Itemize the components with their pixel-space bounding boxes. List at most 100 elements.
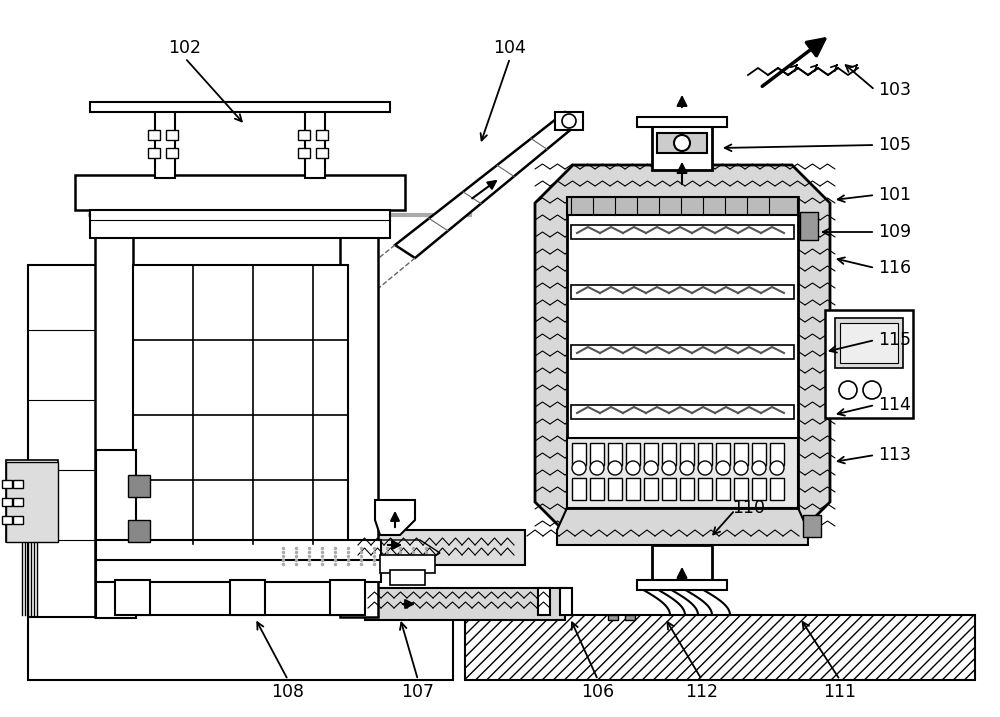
Text: 105: 105 <box>878 136 911 154</box>
Bar <box>626 443 640 465</box>
Circle shape <box>674 135 690 151</box>
Bar <box>380 555 435 573</box>
Bar <box>825 310 913 418</box>
Bar <box>644 478 658 500</box>
Bar <box>128 520 150 542</box>
Bar <box>2 498 12 506</box>
Text: 116: 116 <box>878 259 911 277</box>
Bar <box>637 117 727 127</box>
Bar <box>133 265 348 545</box>
Text: 103: 103 <box>878 81 911 99</box>
Circle shape <box>590 461 604 475</box>
Bar <box>538 588 550 615</box>
Bar <box>662 443 676 465</box>
Text: 101: 101 <box>878 186 911 204</box>
Bar <box>316 148 328 158</box>
Text: 112: 112 <box>686 683 718 701</box>
Bar <box>298 148 310 158</box>
Bar <box>340 235 378 617</box>
Bar <box>355 530 525 565</box>
Bar <box>571 345 794 359</box>
Bar <box>626 478 640 500</box>
Polygon shape <box>535 165 830 540</box>
Bar <box>316 130 328 140</box>
Circle shape <box>839 381 857 399</box>
Bar <box>298 130 310 140</box>
Circle shape <box>644 461 658 475</box>
Circle shape <box>680 461 694 475</box>
Bar <box>590 478 604 500</box>
Bar <box>644 443 658 465</box>
Bar <box>608 478 622 500</box>
Text: 102: 102 <box>168 39 202 57</box>
Polygon shape <box>265 540 440 570</box>
Bar <box>555 112 583 130</box>
Bar <box>166 148 178 158</box>
Bar <box>96 450 136 618</box>
Bar <box>571 285 794 299</box>
Bar <box>6 460 58 542</box>
Bar <box>680 443 694 465</box>
Bar <box>652 545 712 583</box>
Text: 111: 111 <box>824 683 856 701</box>
Bar <box>2 516 12 524</box>
Circle shape <box>562 114 576 128</box>
Bar <box>128 475 150 497</box>
Circle shape <box>770 461 784 475</box>
Bar <box>572 443 586 465</box>
Bar <box>752 478 766 500</box>
Bar <box>148 148 160 158</box>
Circle shape <box>734 461 748 475</box>
Text: 107: 107 <box>402 683 434 701</box>
Bar <box>590 443 604 465</box>
Bar <box>95 235 133 617</box>
Bar <box>567 197 798 215</box>
Bar <box>698 443 712 465</box>
Bar <box>330 580 365 615</box>
Bar <box>770 478 784 500</box>
Bar <box>835 318 903 368</box>
Bar <box>698 478 712 500</box>
Circle shape <box>662 461 676 475</box>
Bar <box>608 615 618 620</box>
Circle shape <box>626 461 640 475</box>
Bar <box>13 498 23 506</box>
Bar <box>90 102 390 112</box>
Bar <box>96 540 381 562</box>
Text: 110: 110 <box>732 499 765 517</box>
Bar <box>75 175 405 210</box>
Bar <box>28 265 96 617</box>
Text: 106: 106 <box>581 683 615 701</box>
Circle shape <box>863 381 881 399</box>
Bar <box>166 130 178 140</box>
Bar <box>305 108 325 178</box>
Polygon shape <box>395 112 580 258</box>
Bar <box>148 130 160 140</box>
Bar <box>115 580 150 615</box>
Bar <box>716 478 730 500</box>
Bar <box>6 462 58 542</box>
Bar <box>571 225 794 239</box>
Bar <box>567 438 798 508</box>
Bar <box>734 478 748 500</box>
Bar <box>637 580 727 590</box>
Bar <box>90 210 390 238</box>
Polygon shape <box>557 508 808 545</box>
Bar <box>840 323 898 363</box>
Bar <box>625 615 635 620</box>
Circle shape <box>698 461 712 475</box>
Bar <box>734 443 748 465</box>
Circle shape <box>716 461 730 475</box>
Bar <box>652 120 712 170</box>
Bar <box>96 560 381 582</box>
Bar <box>13 480 23 488</box>
Bar <box>155 108 175 178</box>
Text: 108: 108 <box>272 683 304 701</box>
Text: 115: 115 <box>878 331 911 349</box>
Bar <box>680 478 694 500</box>
Bar <box>770 443 784 465</box>
Bar <box>560 588 572 615</box>
Bar <box>716 443 730 465</box>
Bar <box>465 615 975 680</box>
Text: 109: 109 <box>878 223 911 241</box>
